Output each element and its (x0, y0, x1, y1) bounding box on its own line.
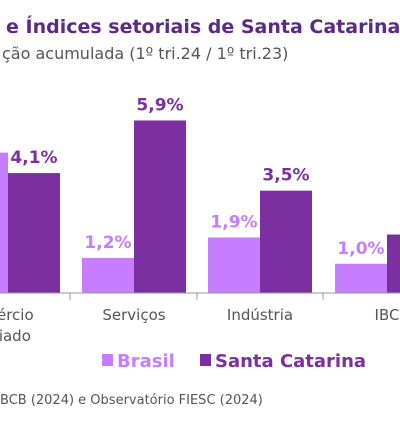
category-label-0-1: pliado (0, 327, 31, 345)
bar-santa-catarina-2 (260, 190, 312, 293)
data-label-brasil-3: 1,0% (337, 239, 384, 259)
chart-title: e Índices setoriais de Santa Catarina (6, 15, 400, 38)
data-label-brasil-2: 1,9% (210, 212, 257, 232)
legend-label-0: Brasil (117, 351, 175, 372)
bar-santa-catarina-3 (387, 234, 400, 293)
bar-santa-catarina-0 (8, 173, 60, 293)
data-label-santa-catarina-0: 4,1% (10, 148, 57, 168)
bar-brasil-1 (82, 257, 134, 293)
chart-source: BCB (2024) e Observatório FIESC (2024) (0, 393, 263, 408)
legend-swatch-1 (200, 354, 211, 366)
legend-swatch-0 (102, 354, 113, 366)
bar-brasil-0 (0, 152, 8, 293)
bar-brasil-3 (335, 263, 387, 293)
data-label-santa-catarina-2: 3,5% (262, 166, 309, 186)
category-label-3-0: IBC (375, 306, 400, 324)
category-label-2-0: Indústria (227, 306, 293, 324)
category-label-0-0: mércio (0, 306, 34, 324)
legend-label-1: Santa Catarina (215, 351, 366, 372)
chart-subtitle: ção acumulada (1º tri.24 / 1º tri.23) (2, 44, 288, 63)
bar-brasil-2 (208, 237, 260, 293)
data-label-brasil-1: 1,2% (84, 233, 131, 253)
bar-santa-catarina-1 (134, 120, 186, 293)
category-label-1-0: Serviços (102, 306, 165, 324)
data-label-santa-catarina-1: 5,9% (136, 95, 183, 115)
